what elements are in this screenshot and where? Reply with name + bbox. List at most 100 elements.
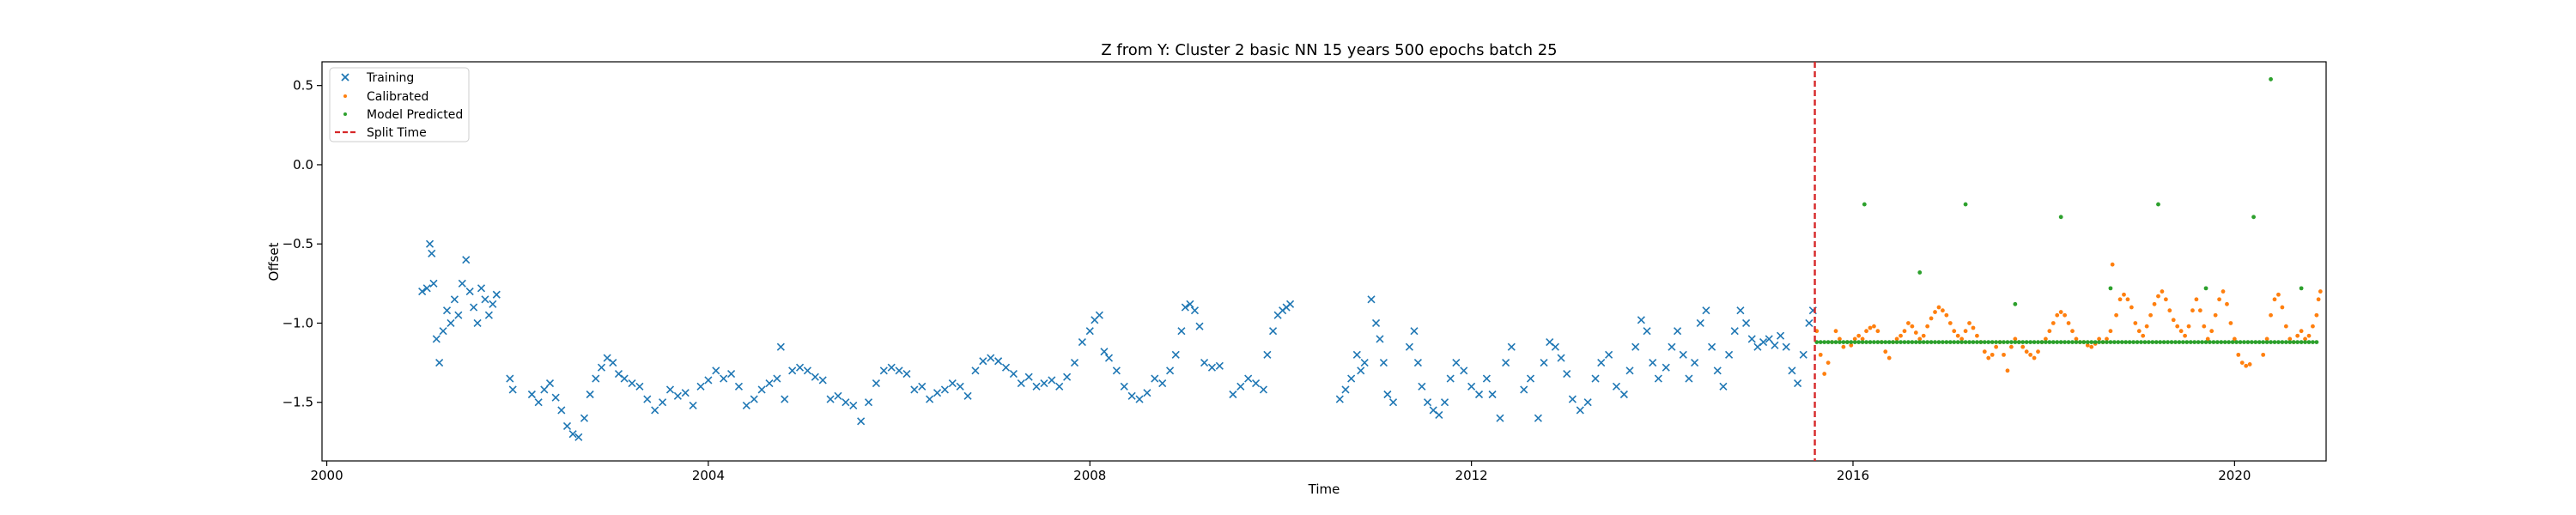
- point-training: [1379, 359, 1388, 367]
- point-training: [1367, 295, 1376, 304]
- point-training: [948, 379, 957, 388]
- point-training: [628, 379, 636, 388]
- point-calibrated: [1913, 330, 1918, 335]
- point-training: [857, 417, 866, 426]
- x-tick-label: 2016: [1837, 468, 1869, 483]
- point-training: [527, 390, 536, 399]
- point-calibrated: [2306, 333, 2312, 338]
- point-model-predicted: [1963, 202, 1968, 207]
- point-calibrated: [2122, 292, 2126, 297]
- point-calibrated: [2264, 336, 2269, 342]
- point-training: [1793, 379, 1802, 388]
- point-training: [1736, 306, 1745, 315]
- point-model-predicted: [2047, 340, 2052, 345]
- point-model-predicted: [2108, 340, 2113, 345]
- chart-title: Z from Y: Cluster 2 basic NN 15 years 50…: [1101, 41, 1557, 59]
- point-model-predicted: [2257, 340, 2262, 345]
- legend-swatch-model-predicted: [343, 112, 347, 116]
- point-training: [773, 374, 781, 383]
- point-model-predicted: [2192, 340, 2197, 345]
- legend-label-calibrated: Calibrated: [367, 90, 428, 104]
- point-model-predicted: [1830, 340, 1834, 345]
- point-training: [933, 389, 942, 397]
- point-training: [1100, 348, 1109, 356]
- point-calibrated: [2261, 352, 2266, 357]
- point-calibrated: [2217, 297, 2221, 302]
- point-model-predicted: [2127, 340, 2132, 345]
- point-training: [1713, 367, 1722, 375]
- point-training: [492, 290, 501, 299]
- point-training: [849, 401, 858, 409]
- x-tick-label: 2000: [310, 468, 343, 483]
- point-model-predicted: [2111, 340, 2117, 345]
- y-axis-ticks: −1.5 −1.0 −0.5 0.0 0.5: [283, 78, 322, 410]
- point-model-predicted: [2188, 340, 2193, 345]
- point-calibrated: [2144, 324, 2149, 329]
- point-training: [971, 367, 980, 375]
- point-model-predicted: [2156, 202, 2160, 207]
- point-calibrated: [2085, 342, 2090, 348]
- point-model-predicted: [1879, 340, 1884, 345]
- point-calibrated: [2043, 336, 2048, 342]
- point-training: [465, 287, 474, 296]
- point-training: [447, 318, 455, 328]
- point-training: [574, 433, 583, 441]
- point-training: [659, 398, 667, 407]
- point-training: [1177, 327, 1186, 336]
- point-calibrated: [1941, 308, 1945, 313]
- point-model-predicted: [1902, 340, 1907, 345]
- point-calibrated: [2129, 305, 2134, 310]
- point-calibrated: [1929, 316, 1934, 321]
- point-calibrated: [1933, 310, 1937, 314]
- point-training: [484, 311, 493, 319]
- point-calibrated: [1952, 329, 1957, 334]
- point-model-predicted: [2105, 340, 2109, 345]
- point-training: [750, 395, 758, 403]
- point-model-predicted: [1959, 340, 1965, 345]
- point-calibrated: [1967, 321, 1971, 325]
- point-calibrated: [2190, 308, 2195, 313]
- point-calibrated: [2247, 362, 2252, 367]
- point-training: [435, 359, 444, 367]
- point-model-predicted: [2142, 340, 2148, 345]
- point-training: [1702, 306, 1710, 315]
- legend-item-model-predicted: Model Predicted: [343, 108, 463, 122]
- point-training: [681, 389, 690, 397]
- point-calibrated: [2311, 324, 2315, 329]
- point-model-predicted: [1910, 340, 1915, 345]
- point-model-predicted: [1868, 340, 1873, 345]
- point-calibrated: [2013, 336, 2018, 342]
- point-model-predicted: [2208, 340, 2212, 345]
- point-training: [795, 363, 805, 372]
- point-model-predicted: [2303, 340, 2307, 345]
- point-calibrated: [1944, 312, 1949, 318]
- point-calibrated: [2316, 297, 2321, 302]
- point-training: [432, 335, 440, 343]
- point-calibrated: [2175, 324, 2180, 329]
- point-training: [1055, 382, 1064, 391]
- point-calibrated: [2303, 336, 2307, 342]
- point-training: [1540, 359, 1548, 367]
- point-training: [428, 249, 436, 258]
- y-tick-label: −1.0: [283, 315, 313, 330]
- point-calibrated: [2160, 289, 2165, 294]
- point-model-predicted: [2085, 340, 2090, 345]
- point-model-predicted: [2196, 340, 2201, 345]
- point-model-predicted: [2230, 340, 2235, 345]
- point-training: [1263, 350, 1272, 359]
- point-training: [1679, 350, 1687, 359]
- point-calibrated: [2228, 321, 2233, 325]
- point-model-predicted: [2077, 340, 2082, 345]
- point-model-predicted: [1875, 340, 1880, 345]
- point-training: [1708, 342, 1716, 351]
- point-calibrated: [2197, 308, 2202, 313]
- point-calibrated: [2148, 312, 2153, 318]
- point-training: [562, 421, 572, 430]
- point-training: [1200, 359, 1209, 367]
- point-training: [651, 406, 659, 415]
- point-training: [1637, 316, 1645, 324]
- point-training: [1696, 318, 1704, 328]
- point-model-predicted: [2261, 340, 2266, 345]
- point-calibrated: [2114, 312, 2119, 318]
- point-training: [1591, 374, 1600, 383]
